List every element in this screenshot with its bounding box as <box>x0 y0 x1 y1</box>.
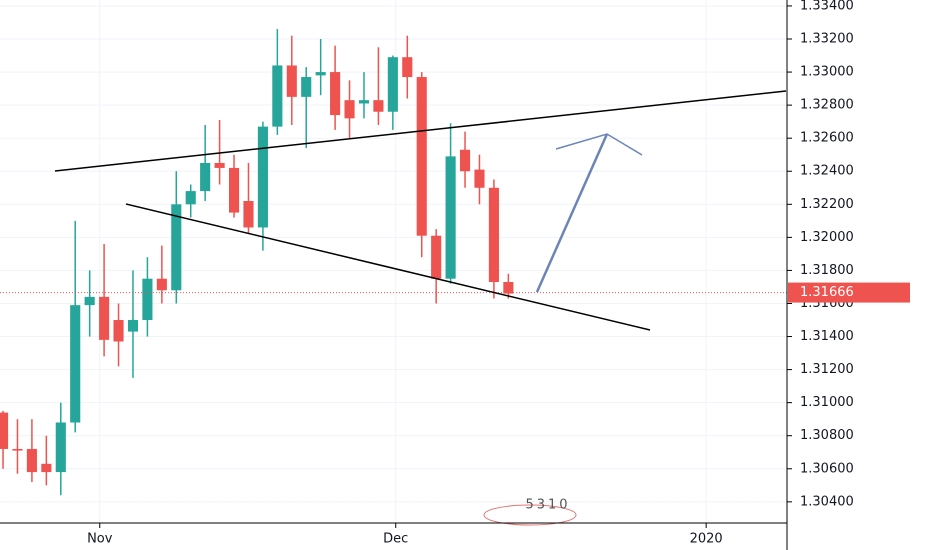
trend-line <box>125 203 651 331</box>
candle-body <box>142 278 153 321</box>
candle-body <box>257 126 268 228</box>
candle-body <box>358 100 370 104</box>
candle-body <box>330 72 341 116</box>
candle-body <box>272 65 283 127</box>
x-tick-label: 2020 <box>690 532 723 547</box>
arrow-shaft <box>535 133 609 293</box>
y-tick-label: 1.33000 <box>800 65 854 80</box>
axes: 1.30400 1.30600 1.30800 1.31000 1.31200 1.314… <box>87 0 910 547</box>
watermark-text: 5310 <box>525 498 570 513</box>
drawings <box>54 90 787 331</box>
candle-body <box>12 448 23 451</box>
candle-body <box>127 320 139 332</box>
candle-body <box>474 169 485 188</box>
candle-body <box>185 191 196 205</box>
y-tick-label: 1.31800 <box>800 263 854 278</box>
candle-body <box>171 204 182 291</box>
trend-line <box>54 90 787 172</box>
y-tick-label: 1.32200 <box>800 197 854 212</box>
y-tick-label: 1.30800 <box>800 428 854 443</box>
candle-body <box>84 296 95 306</box>
candle-body <box>243 201 254 228</box>
arrow-head <box>555 133 643 156</box>
y-tick-label: 1.32800 <box>800 98 854 113</box>
candle-body <box>301 77 312 97</box>
candle-body <box>431 235 442 279</box>
y-tick-label: 1.31400 <box>800 329 854 344</box>
candle-body <box>286 65 297 97</box>
candle-body <box>55 422 66 473</box>
candle-body <box>99 296 110 340</box>
y-tick-label: 1.30600 <box>800 461 854 476</box>
watermark: 5310 <box>483 498 577 526</box>
x-tick-label: Nov <box>87 532 113 547</box>
candle-body <box>387 57 398 112</box>
candle-body <box>488 187 499 282</box>
candle-body <box>70 305 81 423</box>
x-tick-label: Dec <box>383 532 408 547</box>
y-tick-label: 1.30400 <box>800 494 854 509</box>
candles <box>0 29 787 496</box>
watermark-logo <box>483 504 577 526</box>
y-tick-label: 1.31000 <box>800 395 854 410</box>
candle-body <box>503 281 514 294</box>
y-tick-label: 1.32400 <box>800 164 854 179</box>
candle-body <box>200 162 211 192</box>
candle-body <box>41 463 52 473</box>
candle-body <box>344 100 355 119</box>
candle-body <box>156 278 167 291</box>
y-tick-label: 1.32600 <box>800 131 854 146</box>
candle-body <box>228 167 240 213</box>
candle-body <box>402 57 413 78</box>
last-price-label: 1.31666 <box>800 285 854 300</box>
last-price-box <box>788 282 910 303</box>
candle-body <box>315 72 326 76</box>
y-tick-label: 1.32000 <box>800 230 854 245</box>
y-tick-label: 1.33400 <box>800 0 854 13</box>
y-tick-label: 1.33200 <box>800 32 854 47</box>
candle-body <box>416 77 427 236</box>
candle-body <box>445 156 456 279</box>
candle-body <box>0 412 9 449</box>
candle-body <box>113 320 124 342</box>
y-tick-label: 1.31200 <box>800 362 854 377</box>
candle-body <box>459 149 471 172</box>
candle-body <box>214 162 225 168</box>
candle-body <box>26 448 37 473</box>
candle-body <box>373 100 384 112</box>
